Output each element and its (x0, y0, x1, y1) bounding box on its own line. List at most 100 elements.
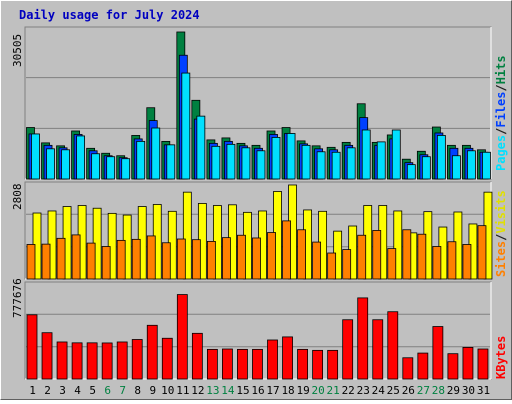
sites-bar (26, 244, 36, 280)
kbytes-bar (462, 346, 474, 380)
pages-bar (226, 143, 236, 180)
pages-bar (181, 72, 191, 180)
pages-bar (256, 150, 266, 180)
sites-bar (191, 239, 201, 280)
day-label: 16 (251, 384, 264, 397)
pages-bar (286, 133, 296, 180)
pages-bar (91, 153, 101, 180)
kbytes-bar (206, 348, 218, 380)
day-label: 22 (342, 384, 355, 397)
day-label: 27 (417, 384, 430, 397)
sites-bar (71, 234, 81, 280)
day-label: 2 (44, 384, 51, 397)
pages-bar (136, 140, 146, 180)
kbytes-bar (71, 342, 83, 380)
pages-bar (241, 147, 251, 180)
pages-bar (406, 164, 416, 180)
kbytes-bar (312, 349, 324, 380)
kbytes-bar (86, 342, 98, 380)
kbytes-bar (176, 294, 188, 380)
sites-bar (131, 238, 141, 280)
day-label: 3 (59, 384, 66, 397)
sites-bar (222, 237, 231, 280)
sites-bar (86, 242, 96, 280)
sites-bar (447, 241, 457, 280)
sites-bar (176, 238, 186, 280)
sites-bar (146, 235, 156, 280)
day-label: 1 (29, 384, 36, 397)
kbytes-bar (101, 342, 113, 380)
day-label: 17 (266, 384, 279, 397)
day-labels: 1 2 3 4 5 6 7 8 9 10 11 12 13 14 15 16 17 18 19 20 21 22 23 24 2… (29, 384, 490, 397)
sites-bar (161, 242, 171, 280)
sites-bar (417, 233, 427, 280)
sites-bar (297, 229, 306, 280)
pages-bar (436, 135, 446, 180)
sites-bar (56, 237, 66, 280)
day-label: 15 (236, 384, 249, 397)
kbytes-bar (252, 348, 263, 380)
sites-bar (402, 229, 412, 280)
day-label: 29 (447, 384, 460, 397)
pages-bar (76, 135, 85, 180)
kbytes-max-label: 777676 (11, 278, 24, 318)
legend-pages: Pages (494, 135, 508, 171)
legend-files: Files (494, 92, 508, 128)
kbytes-bar (342, 319, 354, 380)
day-label: 23 (357, 384, 370, 397)
day-label: 8 (134, 384, 141, 397)
legend-separator: / (494, 84, 508, 91)
pages-bar (166, 144, 176, 180)
kbytes-bar (191, 332, 203, 380)
kbytes-bar (372, 319, 384, 380)
sites-bar (312, 241, 322, 280)
day-label: 6 (104, 384, 111, 397)
sites-bar (432, 246, 442, 280)
pages-bar (316, 151, 326, 180)
sites-bar (267, 232, 276, 280)
legend-visits: Visits (494, 190, 508, 233)
pages-bar (421, 156, 431, 180)
sites-bar (477, 225, 487, 280)
kbytes-bar (222, 348, 233, 380)
visits-bar (393, 210, 403, 280)
pages-bar (482, 151, 491, 180)
kbytes-bar (56, 341, 68, 380)
visits-sites-panel (24, 181, 493, 280)
kbytes-bar (357, 297, 369, 380)
day-label: 24 (372, 384, 386, 397)
day-label: 28 (432, 384, 445, 397)
pages-bar (346, 147, 356, 180)
pages-bar (271, 137, 281, 180)
day-label: 13 (206, 384, 219, 397)
sites-bar (327, 252, 337, 280)
kbytes-bar (267, 339, 278, 380)
kbytes-bar (402, 357, 414, 380)
day-label: 18 (281, 384, 294, 397)
sites-bar (252, 237, 261, 280)
day-label: 11 (176, 384, 189, 397)
day-label: 9 (149, 384, 156, 397)
legend-sites: Sites (494, 241, 508, 277)
kbytes-bar (146, 324, 158, 380)
pages-bar (376, 141, 386, 180)
pages-bar (121, 158, 131, 180)
kbytes-bar (297, 348, 308, 380)
kbytes-bar (432, 326, 444, 380)
sites-bar (206, 240, 216, 280)
day-label: 7 (119, 384, 126, 397)
pages-bar (452, 155, 461, 180)
sites-bar (357, 234, 367, 280)
day-label: 25 (387, 384, 400, 397)
chart-title: Daily usage for July 2024 (19, 8, 200, 22)
legend-hits-files-pages: Pages/Files/Hits (494, 55, 508, 171)
sites-bar (237, 234, 246, 280)
sites-bar (372, 230, 382, 280)
sites-bar (101, 246, 111, 280)
kbytes-bar (41, 332, 53, 380)
pages-bar (467, 150, 476, 180)
hits-files-pages-panel (24, 26, 492, 180)
kbytes-bar (447, 353, 459, 380)
